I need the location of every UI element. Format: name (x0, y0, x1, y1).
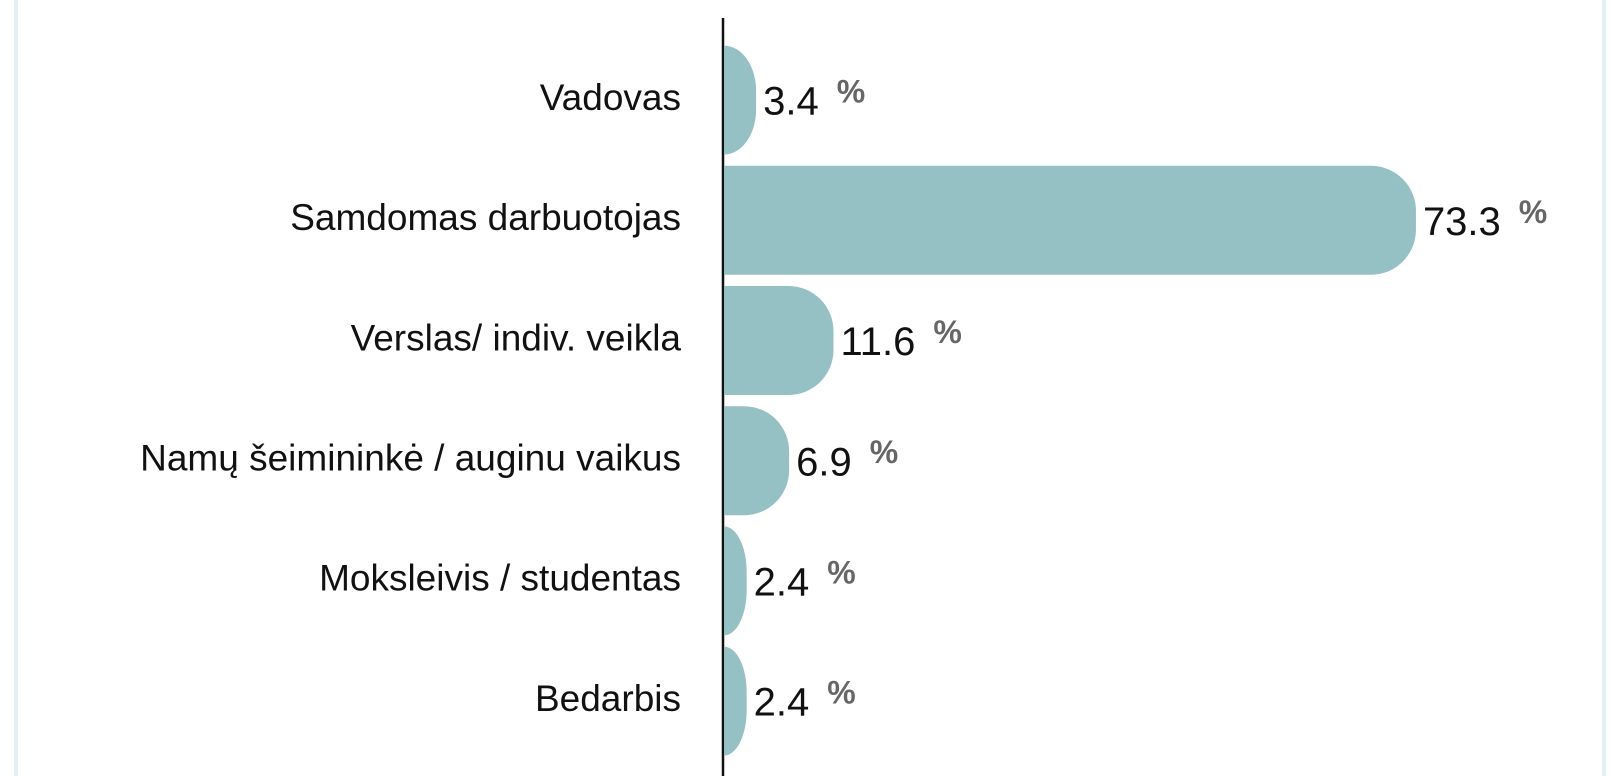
frame (14, 0, 1606, 776)
bar (724, 526, 747, 636)
unit-label: % (933, 314, 961, 350)
unit-label: % (1519, 194, 1547, 230)
value-label: 73.3 (1423, 200, 1501, 244)
bar (724, 165, 1416, 275)
category-label: Moksleivis / studentas (319, 558, 681, 599)
value-label: 6.9 (796, 440, 852, 484)
category-label: Vadovas (540, 77, 681, 118)
value-label: 2.4 (754, 560, 810, 604)
unit-label: % (870, 434, 898, 470)
category-label: Bedarbis (535, 678, 681, 719)
value-label: 11.6 (841, 320, 916, 364)
bar (724, 406, 790, 516)
category-label: Namų šeimininkė / auginu vaikus (140, 437, 681, 478)
bar (724, 646, 747, 756)
category-label: Samdomas darbuotojas (290, 197, 681, 238)
unit-label: % (827, 554, 855, 590)
value-label: 2.4 (754, 681, 810, 725)
bar (724, 45, 757, 155)
bar (724, 286, 834, 395)
value-label: 3.4 (763, 80, 819, 124)
unit-label: % (837, 74, 865, 110)
category-label: Verslas/ indiv. veikla (351, 317, 682, 358)
unit-label: % (827, 675, 855, 711)
